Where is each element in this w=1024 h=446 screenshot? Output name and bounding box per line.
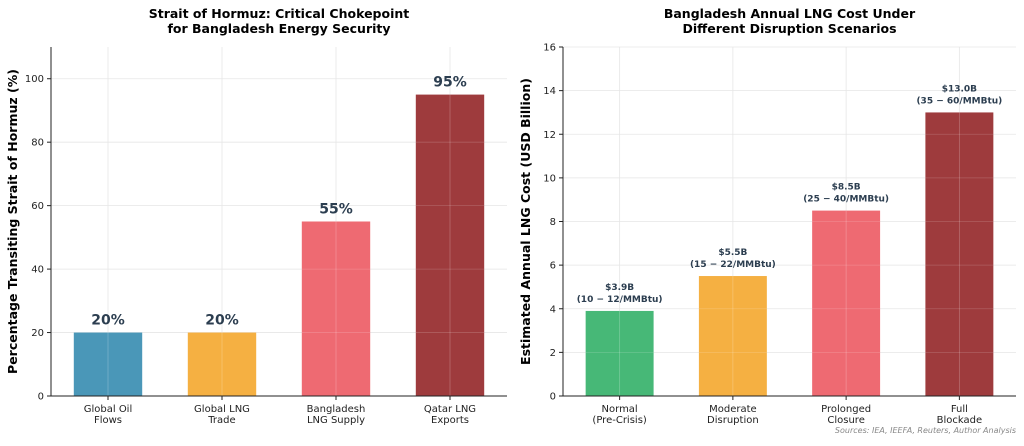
y-tick-label: 16	[543, 43, 556, 54]
source-note: Sources: IEA, IEEFA, Reuters, Author Ana…	[835, 426, 1016, 435]
x-tick-label: Flows	[94, 415, 122, 426]
y-tick-label: 20	[31, 328, 44, 339]
data-label: $13.0B	[942, 84, 977, 94]
x-tick-label: Prolonged	[821, 404, 871, 415]
x-tick-label: Disruption	[707, 415, 759, 426]
y-axis-label: Percentage Transiting Strait of Hormuz (…	[5, 69, 20, 374]
x-tick-label: LNG Supply	[307, 415, 365, 426]
bar	[812, 210, 881, 396]
chart-title: for Bangladesh Energy Security	[167, 21, 390, 36]
y-axis-label: Estimated Annual LNG Cost (USD Billion)	[518, 78, 533, 365]
y-tick-label: 80	[31, 138, 44, 149]
x-tick-label: Moderate	[709, 404, 757, 415]
chart-title: Different Disruption Scenarios	[682, 21, 896, 36]
y-tick-label: 60	[31, 201, 44, 212]
bar	[925, 112, 994, 396]
data-label: $8.5B	[832, 183, 861, 193]
x-tick-label: Qatar LNG	[424, 404, 476, 415]
y-tick-label: 10	[543, 173, 556, 184]
y-tick-label: 2	[550, 348, 556, 359]
y-tick-label: 4	[550, 304, 556, 315]
x-tick-label: Exports	[431, 415, 469, 426]
y-tick-label: 12	[543, 130, 556, 141]
chart-title: Strait of Hormuz: Critical Chokepoint	[149, 6, 410, 21]
hormuz-transit-chart: Strait of Hormuz: Critical Chokepointfor…	[5, 6, 507, 426]
x-tick-label: (Pre-Crisis)	[592, 415, 646, 426]
bar	[187, 332, 257, 396]
x-tick-label: Normal	[602, 404, 638, 415]
data-label: (35 − 60/MMBtu)	[916, 96, 1002, 106]
chart-title: Bangladesh Annual LNG Cost Under	[664, 6, 916, 21]
lng-cost-chart: Bangladesh Annual LNG Cost UnderDifferen…	[518, 6, 1016, 426]
x-tick-label: Closure	[827, 415, 864, 426]
data-label: 95%	[433, 75, 467, 91]
x-tick-label: Trade	[207, 415, 235, 426]
y-tick-label: 0	[38, 392, 44, 403]
data-label: 20%	[91, 313, 125, 329]
x-tick-label: Global LNG	[194, 404, 250, 415]
data-label: 55%	[319, 202, 353, 218]
y-tick-label: 40	[31, 265, 44, 276]
bar	[415, 94, 485, 396]
x-tick-label: Global Oil	[84, 404, 133, 415]
y-tick-label: 8	[550, 217, 556, 228]
bar	[301, 221, 371, 396]
data-label: (25 − 40/MMBtu)	[803, 195, 889, 205]
data-label: $3.9B	[605, 283, 634, 293]
x-tick-label: Bangladesh	[307, 404, 366, 415]
bar	[585, 310, 654, 396]
x-tick-label: Blockade	[937, 415, 983, 426]
x-tick-label: Full	[951, 404, 968, 415]
bar	[73, 332, 143, 396]
data-label: 20%	[205, 313, 239, 329]
y-tick-label: 0	[550, 392, 556, 403]
bar	[698, 276, 767, 396]
y-tick-label: 6	[550, 261, 556, 272]
data-label: (10 − 12/MMBtu)	[577, 295, 663, 305]
data-label: $5.5B	[718, 248, 747, 258]
y-tick-label: 14	[543, 86, 556, 97]
data-label: (15 − 22/MMBtu)	[690, 260, 776, 270]
y-tick-label: 100	[25, 74, 44, 85]
